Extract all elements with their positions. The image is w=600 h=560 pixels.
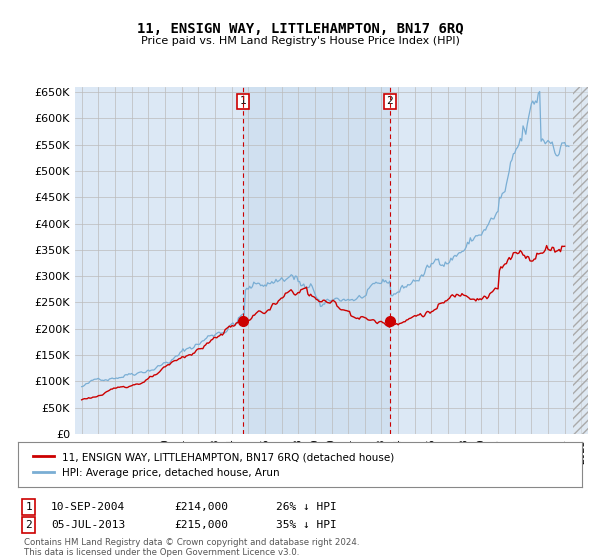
Text: 1: 1 xyxy=(25,502,32,512)
Text: Contains HM Land Registry data © Crown copyright and database right 2024.
This d: Contains HM Land Registry data © Crown c… xyxy=(24,538,359,557)
Text: 26% ↓ HPI: 26% ↓ HPI xyxy=(276,502,337,512)
Text: 1: 1 xyxy=(240,96,247,106)
Text: 10-SEP-2004: 10-SEP-2004 xyxy=(51,502,125,512)
Text: Price paid vs. HM Land Registry's House Price Index (HPI): Price paid vs. HM Land Registry's House … xyxy=(140,36,460,46)
Legend: 11, ENSIGN WAY, LITTLEHAMPTON, BN17 6RQ (detached house), HPI: Average price, de: 11, ENSIGN WAY, LITTLEHAMPTON, BN17 6RQ … xyxy=(29,448,398,482)
Text: 2: 2 xyxy=(386,96,393,106)
Bar xyxy=(573,87,588,434)
Text: 2: 2 xyxy=(25,520,32,530)
Text: 35% ↓ HPI: 35% ↓ HPI xyxy=(276,520,337,530)
Text: £214,000: £214,000 xyxy=(174,502,228,512)
Bar xyxy=(573,87,588,434)
Bar xyxy=(243,87,390,434)
Text: £215,000: £215,000 xyxy=(174,520,228,530)
Bar xyxy=(573,87,588,434)
Text: 11, ENSIGN WAY, LITTLEHAMPTON, BN17 6RQ: 11, ENSIGN WAY, LITTLEHAMPTON, BN17 6RQ xyxy=(137,22,463,36)
Text: 05-JUL-2013: 05-JUL-2013 xyxy=(51,520,125,530)
